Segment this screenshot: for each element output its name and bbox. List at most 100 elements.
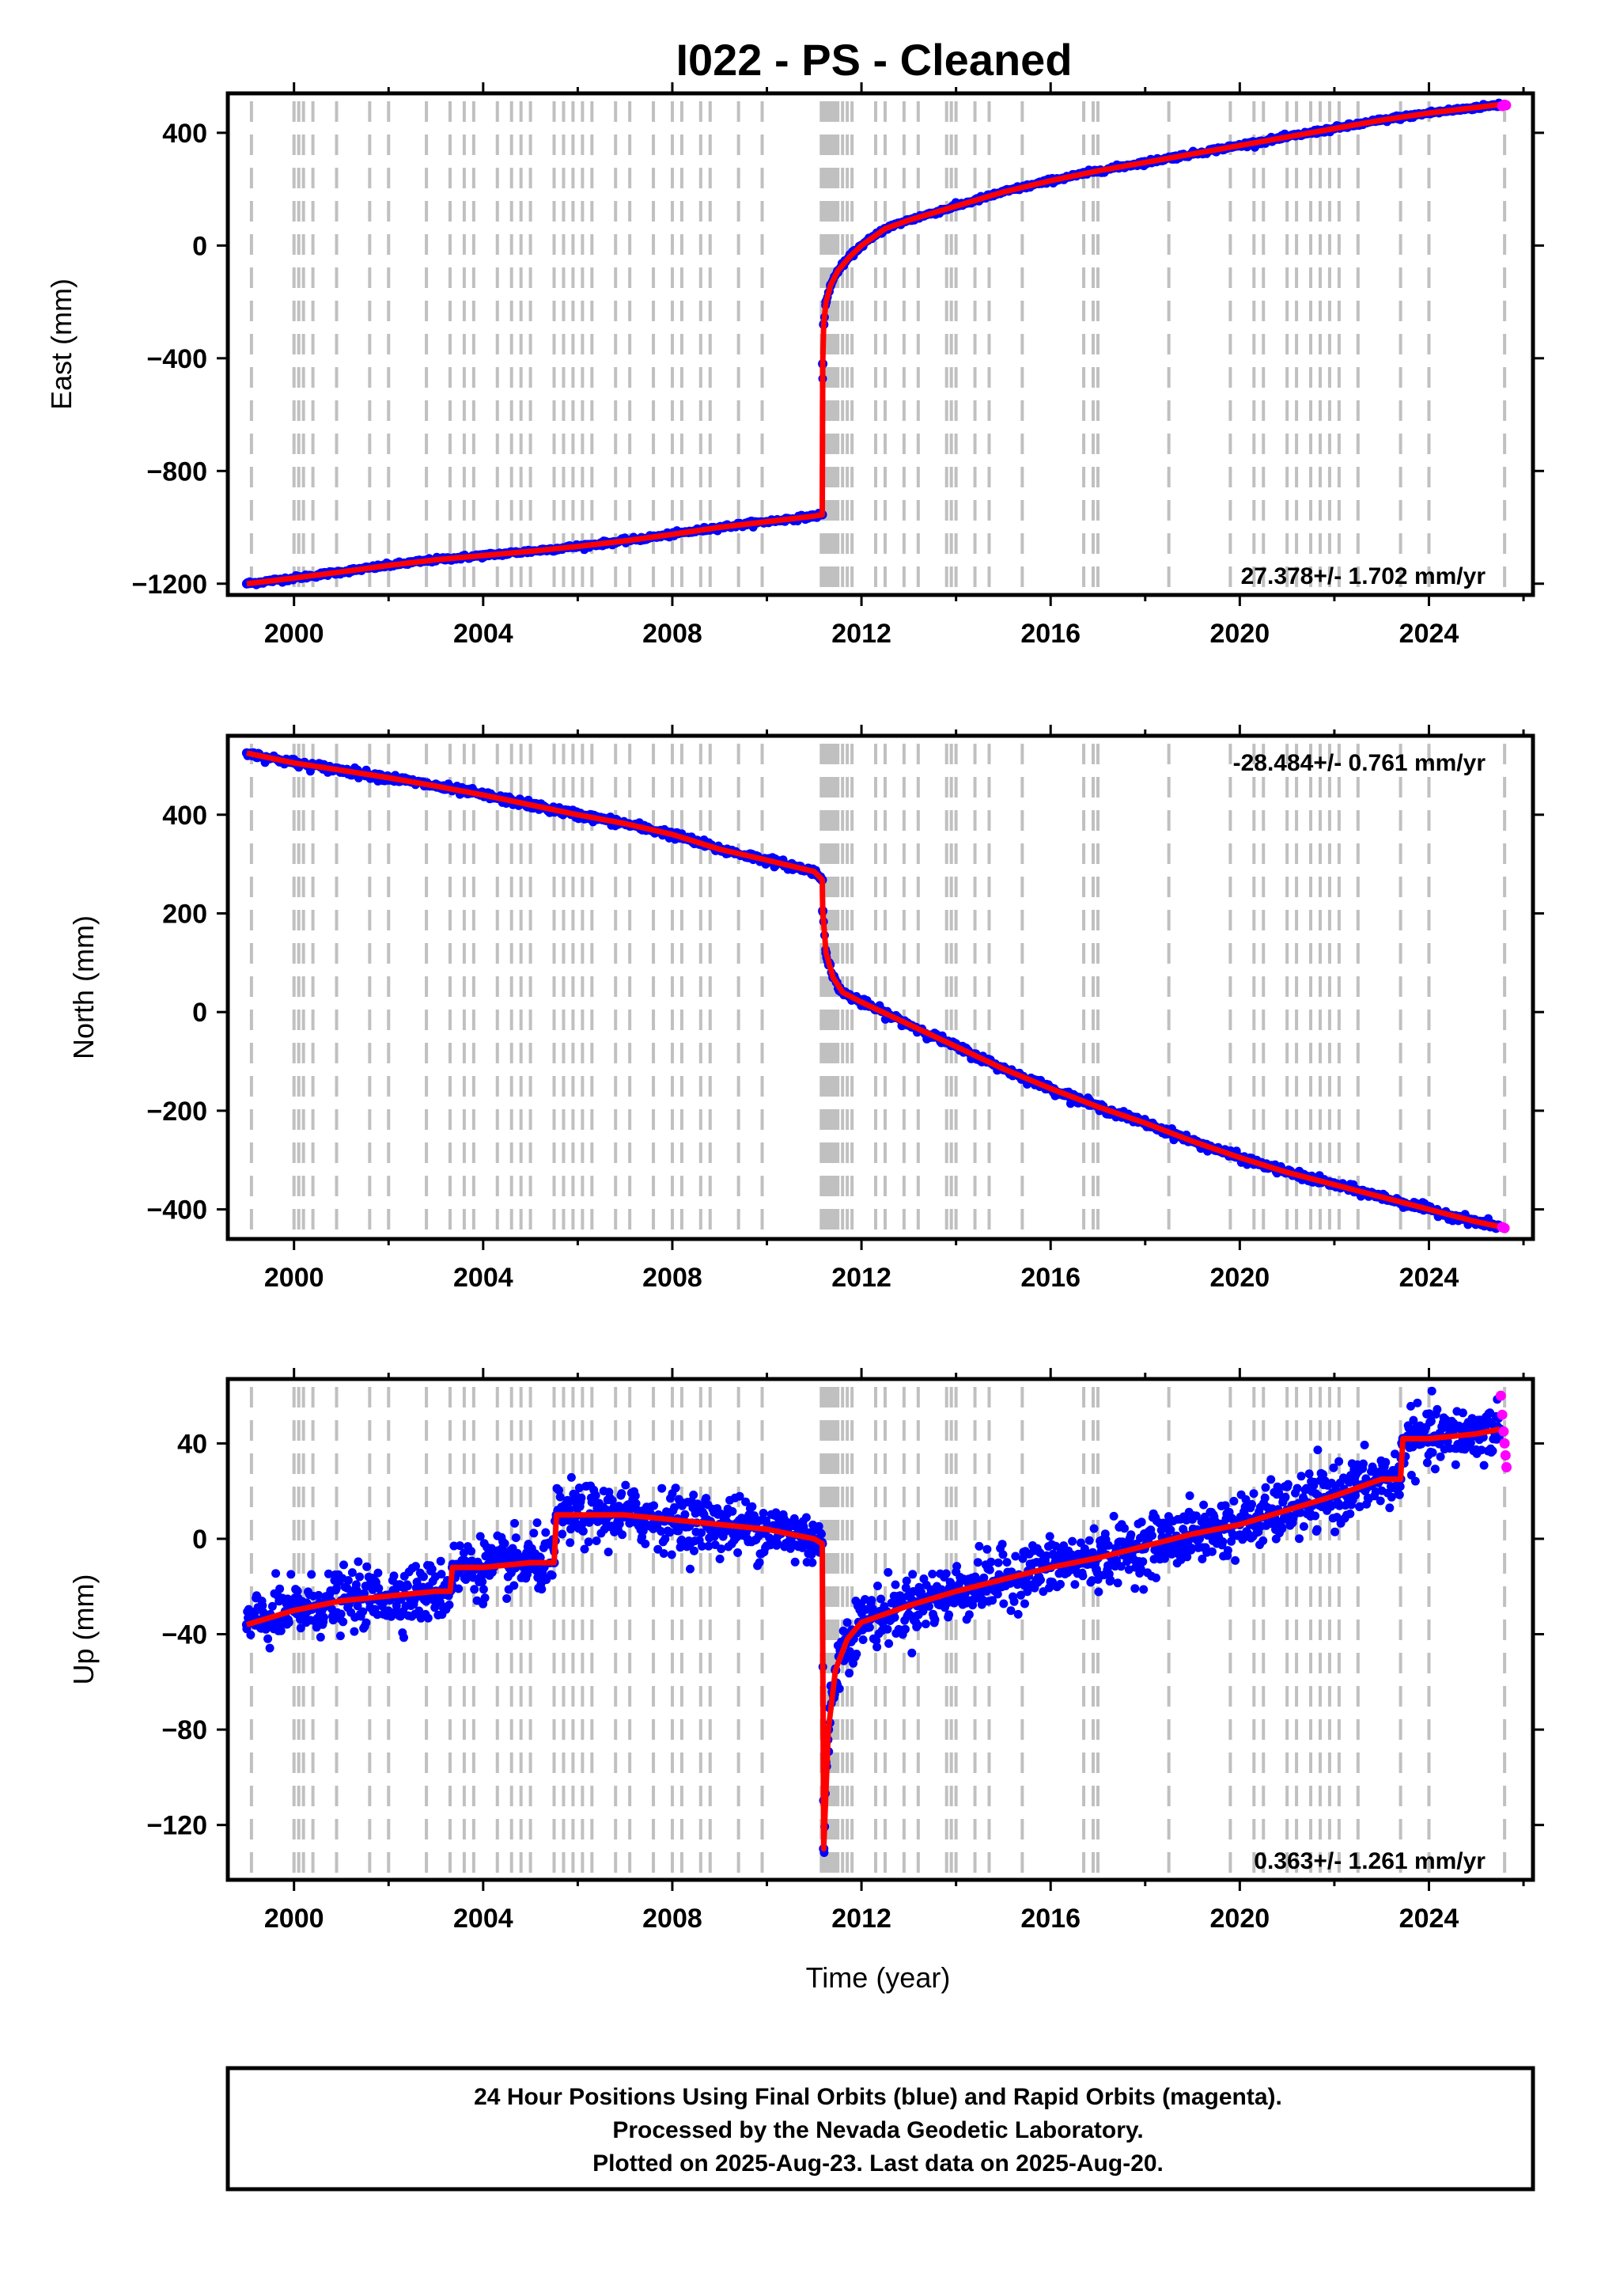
final-point: [275, 1584, 285, 1593]
final-point: [865, 1623, 874, 1632]
final-point: [1130, 1584, 1140, 1593]
final-point: [1011, 1552, 1020, 1561]
final-point: [1428, 1448, 1437, 1457]
final-point: [1198, 1555, 1207, 1563]
rapid-point: [1501, 1462, 1512, 1472]
final-point: [1009, 1597, 1019, 1606]
final-point: [276, 1626, 286, 1635]
final-point: [1018, 1554, 1028, 1563]
final-point: [659, 1549, 668, 1558]
final-point: [741, 1497, 751, 1506]
final-point: [1430, 1464, 1440, 1474]
final-point: [993, 1589, 1002, 1599]
final-point: [1139, 1585, 1149, 1594]
final-point: [1016, 1590, 1025, 1600]
final-point: [529, 1529, 539, 1538]
final-point: [352, 1586, 361, 1595]
final-point: [1116, 1562, 1126, 1571]
final-point: [1332, 1513, 1342, 1522]
final-point: [1148, 1531, 1156, 1540]
final-point: [1304, 1469, 1314, 1479]
panel-frame: [225, 1377, 1535, 1882]
final-point: [355, 1572, 365, 1582]
final-point: [591, 1491, 600, 1500]
final-point: [988, 1596, 997, 1605]
final-point: [858, 1635, 868, 1644]
final-point: [1247, 1499, 1256, 1509]
final-point: [1249, 1489, 1258, 1498]
final-point: [986, 1557, 996, 1567]
y-tick-label: −200: [146, 1097, 207, 1127]
x-tick-label: 2000: [264, 619, 324, 649]
final-point: [455, 1541, 464, 1551]
final-point: [884, 1639, 894, 1648]
final-point: [1109, 1511, 1118, 1521]
panel-north: 2000 2004 2008 2012 2016 2020 2024−400−2000200…: [67, 725, 1544, 1293]
final-point: [667, 1550, 676, 1559]
final-point: [702, 1494, 711, 1503]
y-axis-label: East (mm): [45, 278, 78, 410]
final-point: [925, 1601, 933, 1611]
final-point: [1329, 1463, 1338, 1472]
final-point: [263, 1634, 273, 1643]
final-point: [944, 1610, 954, 1620]
final-point: [258, 1601, 267, 1610]
final-point: [554, 1486, 563, 1495]
plot-area: [241, 98, 1512, 591]
final-point: [419, 1572, 428, 1582]
final-point: [891, 1580, 900, 1589]
final-point: [615, 1519, 624, 1529]
final-point: [876, 1594, 886, 1604]
final-point: [975, 1541, 984, 1551]
final-point: [657, 1483, 667, 1493]
final-point: [1187, 1544, 1197, 1553]
final-point: [343, 1576, 353, 1585]
final-point: [715, 1554, 725, 1563]
final-point: [982, 1544, 992, 1554]
final-point: [759, 1509, 768, 1517]
final-point: [1334, 1457, 1344, 1466]
final-point: [1006, 1606, 1016, 1616]
final-point: [698, 1541, 706, 1551]
final-point: [817, 1529, 826, 1539]
final-point: [943, 1598, 952, 1608]
final-point: [246, 1630, 255, 1639]
final-point: [1013, 1609, 1023, 1619]
final-point: [1231, 1555, 1240, 1565]
rapid-orbit-points: [1497, 99, 1512, 112]
final-point: [1183, 1552, 1192, 1562]
final-point: [1376, 1496, 1385, 1506]
y-axis-label: North (mm): [67, 915, 100, 1059]
final-point: [541, 1528, 551, 1537]
final-point: [1391, 1449, 1399, 1459]
y-tick-label: 400: [162, 801, 207, 831]
final-point: [1002, 1558, 1012, 1567]
x-tick-label: 2000: [264, 1263, 324, 1293]
final-point: [314, 1590, 324, 1600]
plot-area: [241, 1386, 1512, 1876]
final-point: [1313, 1445, 1323, 1455]
final-point: [621, 1480, 630, 1490]
final-point: [454, 1584, 464, 1593]
final-point: [1229, 1496, 1239, 1506]
final-point: [1094, 1587, 1103, 1597]
final-point: [350, 1627, 359, 1636]
y-tick-label: 0: [192, 231, 207, 261]
final-point: [566, 1472, 576, 1482]
final-point: [617, 1489, 626, 1498]
y-tick-label: −400: [146, 1195, 207, 1226]
final-point: [480, 1593, 490, 1603]
velocity-label: 27.378+/- 1.702 mm/yr: [1241, 563, 1486, 589]
final-point: [997, 1540, 1007, 1549]
y-tick-label: −800: [146, 457, 207, 487]
chart-title: I022 - PS - Cleaned: [676, 35, 1072, 85]
final-point: [1266, 1475, 1276, 1484]
final-point: [842, 1618, 852, 1627]
final-point: [748, 1502, 757, 1511]
final-point: [537, 1585, 547, 1594]
y-tick-label: 200: [162, 899, 207, 929]
final-point: [607, 1496, 617, 1505]
final-point: [293, 1586, 302, 1596]
y-tick-label: 400: [162, 119, 207, 149]
